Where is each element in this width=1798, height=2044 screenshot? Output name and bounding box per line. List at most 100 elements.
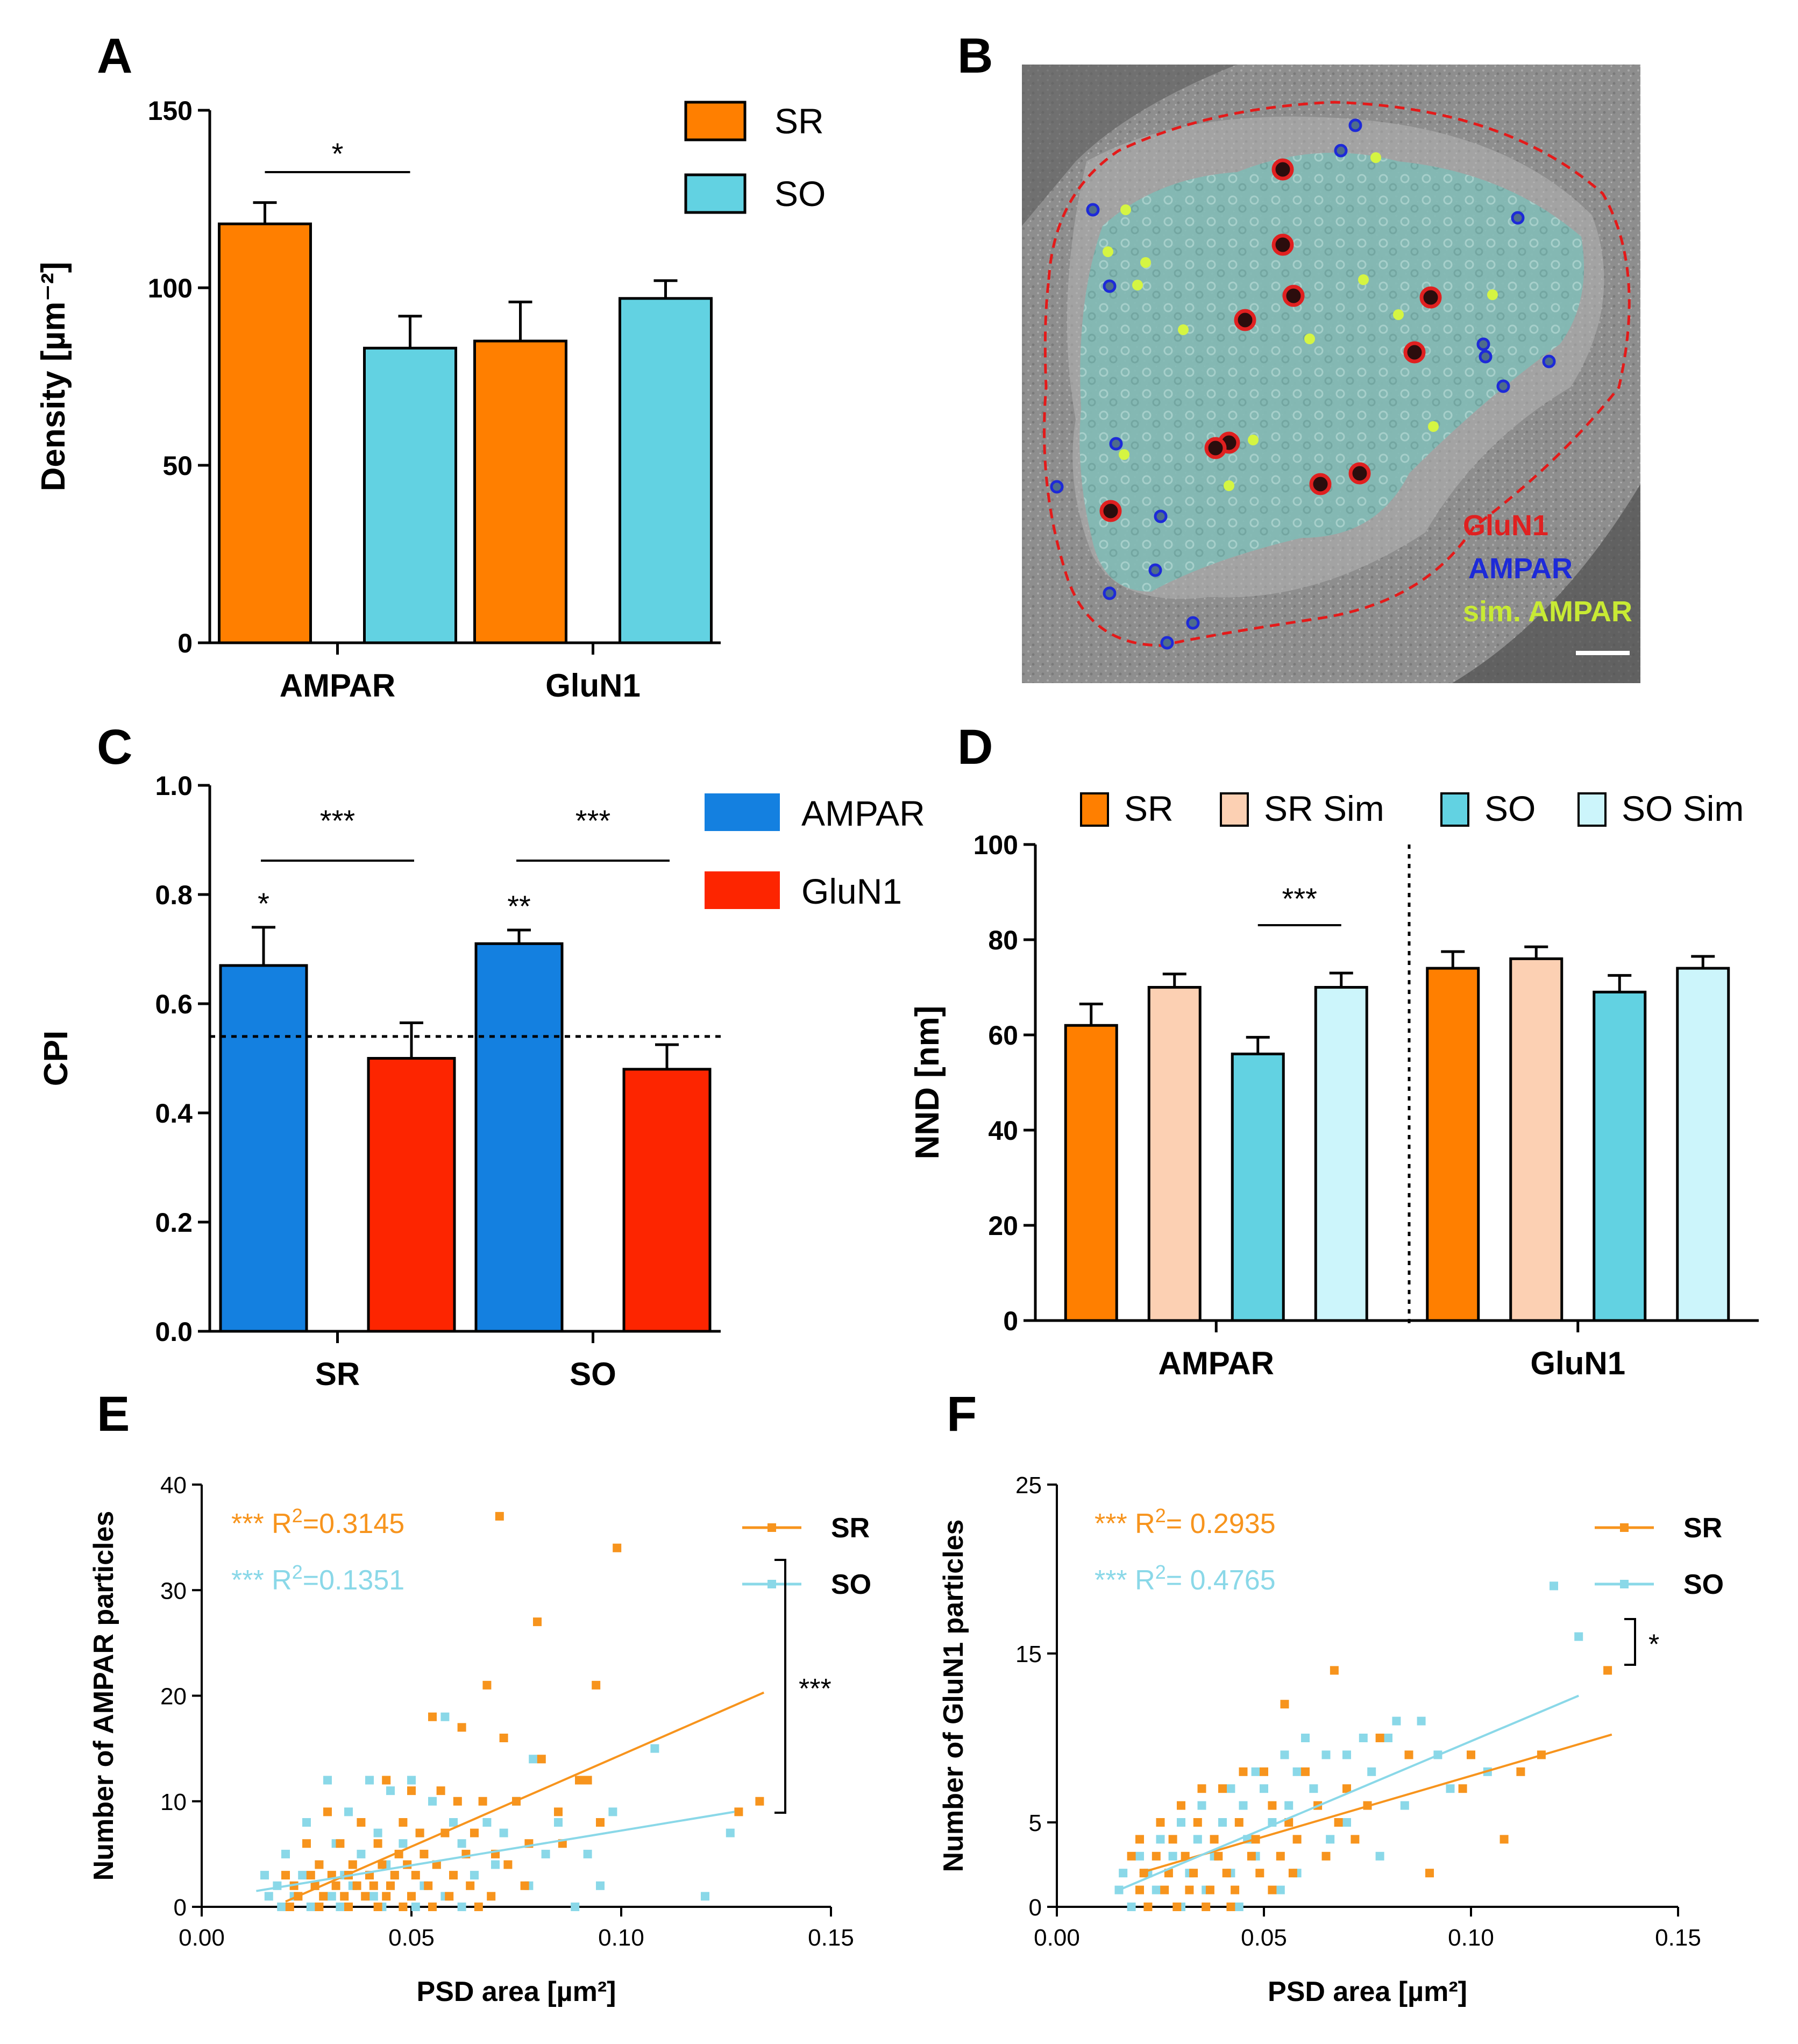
legend-label: SO Sim: [1622, 789, 1744, 828]
data-point-sr: [445, 1892, 454, 1901]
data-point-so: [1342, 1818, 1351, 1827]
data-point-sr: [1127, 1851, 1136, 1861]
r-squared-value: = 0.4765: [1166, 1565, 1276, 1596]
data-point-sr: [315, 1903, 324, 1911]
data-point-sr: [457, 1723, 466, 1732]
legend-label: SR Sim: [1264, 789, 1384, 828]
significance-label: ***: [1282, 882, 1317, 915]
bar-sr: [473, 339, 567, 644]
glun1-particle: [1403, 341, 1426, 364]
sim-ampar-particle: [1103, 246, 1113, 257]
micrograph-dark-region-2: [1452, 484, 1640, 683]
x-tick-label: 0.10: [1448, 1925, 1494, 1951]
legend-marker: [1620, 1523, 1629, 1532]
data-point-so: [440, 1712, 450, 1721]
data-point-so: [470, 1871, 479, 1880]
data-point-sr: [407, 1786, 416, 1795]
legend-label: SR: [831, 1513, 870, 1544]
data-point-sr: [1226, 1903, 1235, 1911]
fit-line-so: [256, 1811, 735, 1892]
data-point-sr: [1143, 1903, 1153, 1911]
glun1-particle: [1204, 437, 1227, 459]
sim-ampar-particle: [1119, 449, 1129, 460]
data-point-so: [449, 1818, 458, 1827]
bar-so: [363, 346, 457, 644]
data-point-so: [327, 1892, 336, 1901]
panel-f-glun1-scatter: 0 5 15 25 0.00 0.05 0.10 0.15 PSD area [µm²] Numb…: [938, 1472, 1724, 2007]
bar-sr: [218, 222, 312, 644]
data-point-sr: [1330, 1666, 1339, 1675]
data-point-sr: [352, 1881, 361, 1890]
data-point-so: [1417, 1716, 1426, 1726]
r-squared-value: =0.1351: [303, 1565, 404, 1596]
data-point-so: [373, 1828, 382, 1837]
data-point-so: [541, 1849, 550, 1858]
data-point-sr: [1458, 1784, 1467, 1793]
data-point-sr: [449, 1871, 458, 1880]
data-point-so: [323, 1776, 332, 1785]
data-point-so: [1400, 1801, 1409, 1810]
sim-ampar-particle: [1224, 480, 1234, 491]
ampar-particle: [1511, 211, 1525, 225]
y-tick-label: 0: [1029, 1894, 1042, 1921]
data-point-so: [1193, 1835, 1202, 1844]
ampar-particle: [1334, 144, 1348, 158]
data-point-so: [1239, 1801, 1248, 1810]
data-point-so: [1384, 1734, 1392, 1742]
data-point-sr: [420, 1849, 429, 1858]
scale-bar: [1576, 651, 1630, 655]
data-point-sr: [1499, 1835, 1509, 1844]
sim-ampar-particle: [1248, 435, 1259, 445]
panel-b-micrograph: GluN1 AMPAR sim. AMPAR: [1022, 65, 1640, 683]
ampar-particle: [1086, 203, 1100, 217]
data-point-so: [1309, 1784, 1318, 1793]
data-point-sr: [348, 1860, 357, 1869]
data-point-sr: [1160, 1885, 1169, 1894]
panel-letter-d: D: [957, 720, 993, 775]
psd-outline: [1043, 101, 1631, 647]
panel-d-nnd-chart: 0 20 40 60 80 100 NND [nm] AMPAR GluN1 *** SR SR Si…: [909, 789, 1759, 1381]
r-squared-superscript: 2: [292, 1504, 303, 1527]
data-point-sr: [1214, 1851, 1223, 1861]
significance-label: ***: [320, 804, 355, 838]
y-tick-label: 60: [988, 1020, 1018, 1051]
category-label: SR: [315, 1356, 360, 1392]
data-point-sr: [1351, 1835, 1360, 1844]
data-point-sr: [281, 1871, 290, 1880]
sim-ampar-particle: [1132, 280, 1143, 290]
data-point-sr: [1268, 1885, 1277, 1894]
data-point-sr: [369, 1881, 378, 1890]
legend-swatch: [705, 793, 780, 831]
y-tick-label: 1.0: [155, 771, 193, 801]
data-point-so: [457, 1839, 466, 1848]
sim-ampar-particle: [1358, 274, 1369, 285]
data-point-so: [1392, 1716, 1401, 1726]
data-point-sr: [1152, 1851, 1161, 1861]
data-point-sr: [1193, 1818, 1202, 1827]
data-point-sr: [755, 1797, 764, 1806]
comparison-significance: *: [1648, 1629, 1659, 1660]
data-point-sr: [382, 1776, 391, 1785]
data-point-so: [411, 1903, 420, 1911]
data-point-sr: [436, 1786, 445, 1795]
legend-marker: [767, 1523, 776, 1532]
data-point-so: [1342, 1750, 1351, 1759]
category-label: SO: [570, 1356, 616, 1392]
data-point-sr: [399, 1903, 408, 1911]
data-point-sr: [344, 1903, 353, 1911]
data-point-sr: [285, 1903, 294, 1911]
ampar-particle: [1103, 586, 1117, 600]
bar-glun1: [622, 1068, 712, 1333]
data-point-sr: [399, 1818, 408, 1827]
sim-ampar-particle: [1428, 421, 1439, 432]
legend-label: GluN1: [801, 871, 902, 911]
data-point-so: [571, 1903, 580, 1911]
data-point-sr: [1268, 1801, 1277, 1810]
data-point-sr: [336, 1839, 345, 1848]
x-tick-label: 0.10: [598, 1925, 644, 1951]
data-point-so: [357, 1849, 366, 1858]
sim-ampar-particle: [1120, 204, 1131, 215]
bar-sr: [1064, 1024, 1118, 1322]
